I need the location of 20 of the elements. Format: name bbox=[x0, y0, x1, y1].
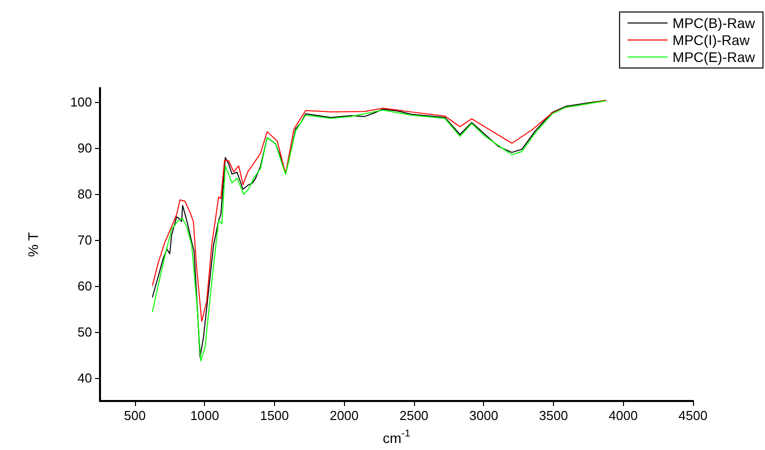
y-tick-label: 60 bbox=[78, 278, 92, 294]
y-tick-label: 90 bbox=[78, 140, 92, 156]
y-tick-label: 80 bbox=[78, 186, 92, 202]
x-tick-label: 2000 bbox=[330, 408, 359, 423]
legend-label: MPC(E)-Raw bbox=[672, 49, 756, 65]
legend-label: MPC(I)-Raw bbox=[672, 32, 750, 48]
x-tick-label: 500 bbox=[124, 408, 146, 423]
y-tick-label: 50 bbox=[78, 324, 92, 340]
y-tick-label: 70 bbox=[78, 232, 92, 248]
x-tick-label: 2500 bbox=[399, 408, 428, 423]
x-tick-label: 1000 bbox=[190, 408, 220, 423]
x-tick-label: 1500 bbox=[260, 408, 289, 423]
x-tick-label: 4000 bbox=[608, 408, 638, 423]
x-tick-label: 3500 bbox=[539, 408, 568, 423]
x-tick-label: 3000 bbox=[469, 408, 498, 423]
x-tick-label: 4500 bbox=[678, 408, 708, 423]
y-tick-label: 100 bbox=[70, 94, 92, 110]
y-axis-title: % T bbox=[25, 232, 41, 257]
legend-label: MPC(B)-Raw bbox=[672, 15, 756, 31]
y-tick-label: 40 bbox=[78, 370, 92, 386]
